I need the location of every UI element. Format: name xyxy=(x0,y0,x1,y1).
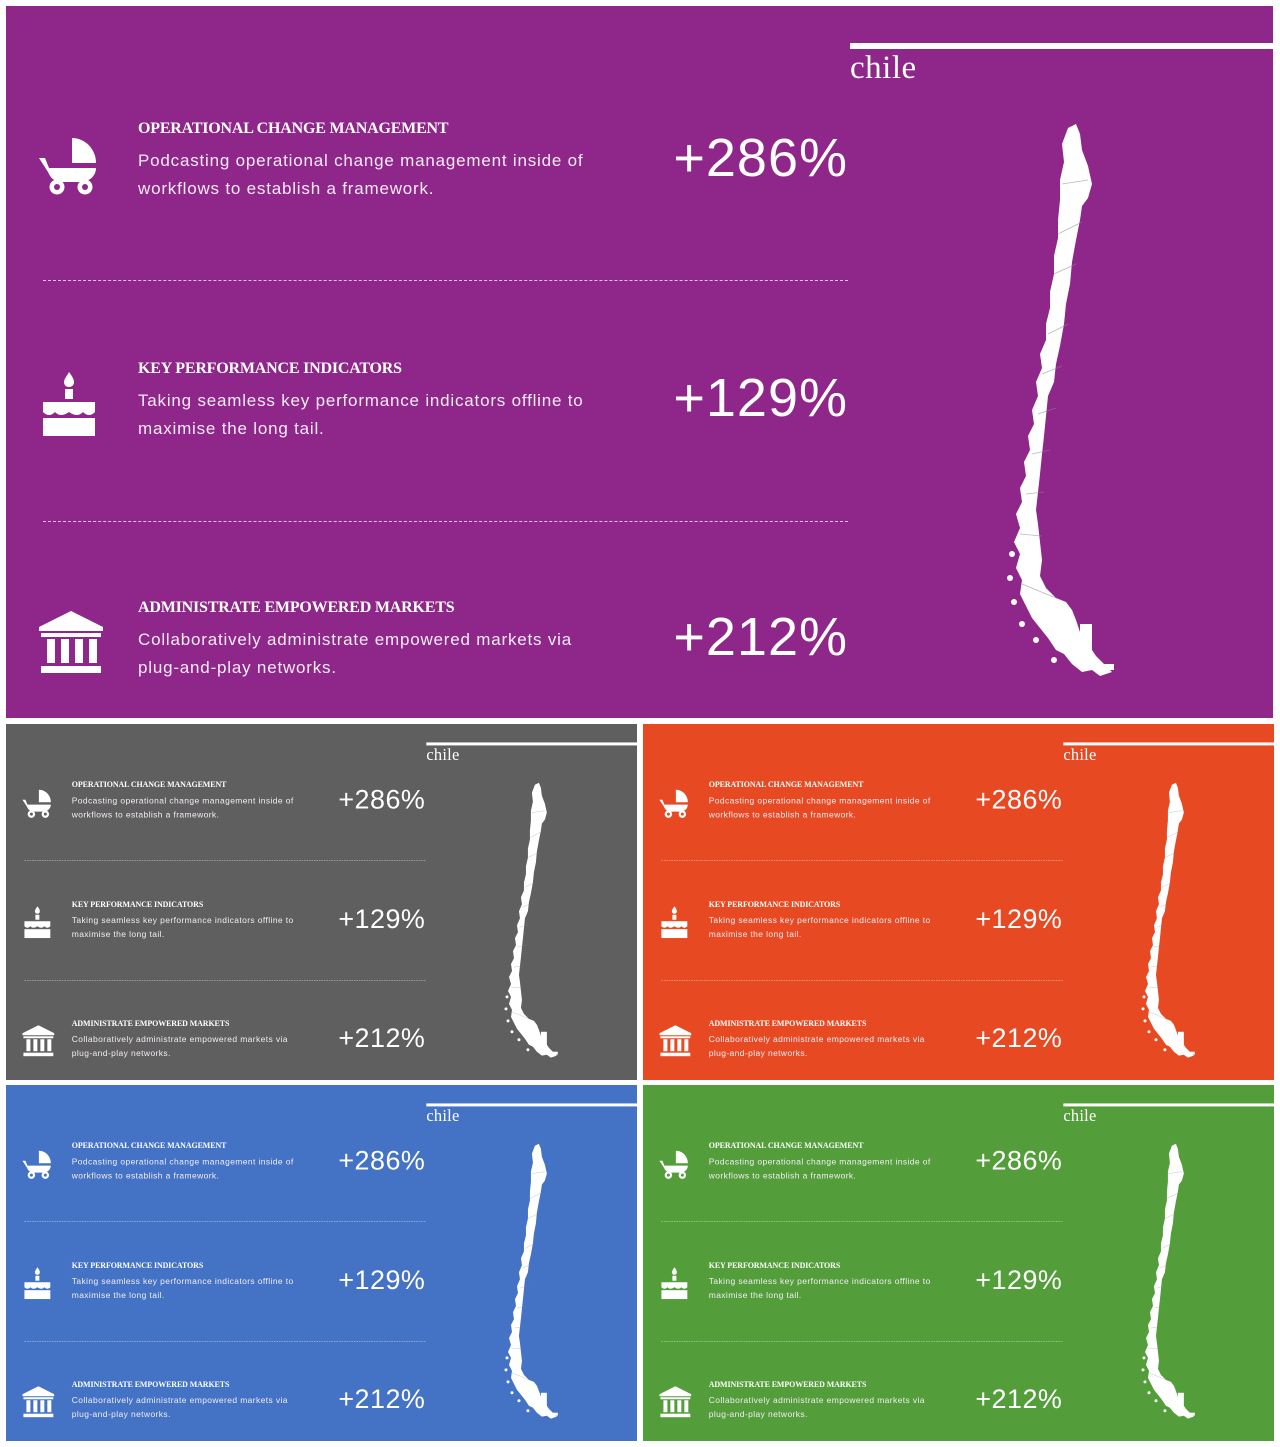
stat-row: KEY PERFORMANCE INDICATORS Taking seamle… xyxy=(6,1085,429,1300)
bank-icon xyxy=(39,611,103,675)
stroller-icon xyxy=(22,787,54,819)
country-title: chile xyxy=(426,745,460,764)
row-value: +129% xyxy=(338,1265,426,1296)
row-description: Podcasting operational change management… xyxy=(138,151,584,198)
row-description: Taking seamless key performance indicato… xyxy=(708,915,931,940)
row-title: KEY PERFORMANCE INDICATORS xyxy=(71,1261,204,1270)
stat-row: KEY PERFORMANCE INDICATORS Taking seamle… xyxy=(643,724,1066,939)
row-title: ADMINISTRATE EMPOWERED MARKETS xyxy=(71,1019,230,1028)
row-description: Taking seamless key performance indicato… xyxy=(71,915,294,940)
row-title: ADMINISTRATE EMPOWERED MARKETS xyxy=(138,599,455,616)
bank-icon xyxy=(22,1386,55,1418)
slide-orange: chile OPERATIONAL CHANGE MANAGEMENT Podc… xyxy=(643,724,1274,1080)
chile-map-icon xyxy=(499,782,564,1062)
row-description: Collaboratively administrate empowered m… xyxy=(708,1395,925,1420)
stat-row: KEY PERFORMANCE INDICATORS Taking seamle… xyxy=(6,6,856,438)
title-bar xyxy=(1063,742,1274,746)
cake-icon xyxy=(659,906,691,939)
row-title: KEY PERFORMANCE INDICATORS xyxy=(71,900,204,909)
slide-purple: chile OPERATIONAL CHANGE MANAGEMENT Podc… xyxy=(6,6,1273,718)
chile-map-icon xyxy=(996,124,1126,684)
row-description: Podcasting operational change management… xyxy=(71,796,294,820)
row-description: Collaboratively administrate empowered m… xyxy=(71,1395,288,1420)
stat-row: OPERATIONAL CHANGE MANAGEMENT Podcasting… xyxy=(643,724,1066,824)
slide-gray: chile OPERATIONAL CHANGE MANAGEMENT Podc… xyxy=(6,724,637,1080)
row-value: +286% xyxy=(975,784,1063,815)
row-description: Podcasting operational change management… xyxy=(708,1157,931,1181)
row-value: +212% xyxy=(338,1023,426,1054)
row-description: Podcasting operational change management… xyxy=(708,796,931,820)
stat-row: ADMINISTRATE EMPOWERED MARKETS Collabora… xyxy=(6,1085,429,1419)
row-value: +286% xyxy=(975,1145,1063,1176)
cake-icon xyxy=(39,372,103,436)
row-title: KEY PERFORMANCE INDICATORS xyxy=(708,1261,841,1270)
chile-map-icon xyxy=(499,1143,564,1423)
divider xyxy=(43,521,848,522)
row-title: KEY PERFORMANCE INDICATORS xyxy=(138,360,402,377)
row-title: ADMINISTRATE EMPOWERED MARKETS xyxy=(708,1380,867,1389)
row-title: ADMINISTRATE EMPOWERED MARKETS xyxy=(71,1380,230,1389)
country-title: chile xyxy=(850,50,917,86)
stroller-icon xyxy=(659,787,691,819)
stat-row: ADMINISTRATE EMPOWERED MARKETS Collabora… xyxy=(6,724,429,1058)
cake-icon xyxy=(659,1267,691,1300)
divider xyxy=(43,280,848,281)
row-title: OPERATIONAL CHANGE MANAGEMENT xyxy=(71,780,227,790)
title-bar xyxy=(850,43,1273,49)
row-description: Podcasting operational change management… xyxy=(71,1157,294,1181)
stroller-icon xyxy=(22,1148,54,1180)
slide-blue: chile OPERATIONAL CHANGE MANAGEMENT Podc… xyxy=(6,1085,637,1441)
title-bar xyxy=(426,1103,637,1107)
title-bar xyxy=(1063,1103,1274,1107)
stat-row: KEY PERFORMANCE INDICATORS Taking seamle… xyxy=(643,1085,1066,1300)
country-title: chile xyxy=(1063,745,1097,764)
row-value: +129% xyxy=(975,1265,1063,1296)
row-description: Taking seamless key performance indicato… xyxy=(708,1276,931,1301)
chile-map-icon xyxy=(1136,782,1201,1062)
title-bar xyxy=(426,742,637,746)
stat-row: KEY PERFORMANCE INDICATORS Taking seamle… xyxy=(6,724,429,939)
row-title: KEY PERFORMANCE INDICATORS xyxy=(708,900,841,909)
stat-row: OPERATIONAL CHANGE MANAGEMENT Podcasting… xyxy=(6,1085,429,1185)
stroller-icon xyxy=(659,1148,691,1180)
row-value: +286% xyxy=(673,128,848,188)
bank-icon xyxy=(659,1025,692,1057)
row-value: +212% xyxy=(338,1384,426,1415)
stat-row: OPERATIONAL CHANGE MANAGEMENT Podcasting… xyxy=(6,6,856,206)
bank-icon xyxy=(22,1025,55,1057)
row-description: Collaboratively administrate empowered m… xyxy=(71,1034,288,1059)
cake-icon xyxy=(22,906,54,939)
row-value: +129% xyxy=(673,368,848,428)
bank-icon xyxy=(659,1386,692,1418)
stat-row: OPERATIONAL CHANGE MANAGEMENT Podcasting… xyxy=(643,1085,1066,1185)
stat-row: OPERATIONAL CHANGE MANAGEMENT Podcasting… xyxy=(6,724,429,824)
row-value: +212% xyxy=(975,1023,1063,1054)
stat-row: ADMINISTRATE EMPOWERED MARKETS Collabora… xyxy=(643,724,1066,1058)
row-value: +212% xyxy=(673,607,848,667)
cake-icon xyxy=(22,1267,54,1300)
row-description: Collaboratively administrate empowered m… xyxy=(708,1034,925,1059)
row-value: +129% xyxy=(975,904,1063,935)
country-title: chile xyxy=(1063,1106,1097,1125)
row-description: Taking seamless key performance indicato… xyxy=(138,391,584,438)
row-value: +212% xyxy=(975,1384,1063,1415)
stroller-icon xyxy=(39,132,103,196)
stat-row: ADMINISTRATE EMPOWERED MARKETS Collabora… xyxy=(643,1085,1066,1419)
chile-map-icon xyxy=(1136,1143,1201,1423)
row-value: +286% xyxy=(338,1145,426,1176)
country-title: chile xyxy=(426,1106,460,1125)
row-description: Taking seamless key performance indicato… xyxy=(71,1276,294,1301)
slide-green: chile OPERATIONAL CHANGE MANAGEMENT Podc… xyxy=(643,1085,1274,1441)
row-value: +129% xyxy=(338,904,426,935)
row-title: OPERATIONAL CHANGE MANAGEMENT xyxy=(71,1141,227,1151)
row-title: OPERATIONAL CHANGE MANAGEMENT xyxy=(138,120,449,137)
stat-row: ADMINISTRATE EMPOWERED MARKETS Collabora… xyxy=(6,6,856,677)
row-title: OPERATIONAL CHANGE MANAGEMENT xyxy=(708,780,864,790)
row-title: OPERATIONAL CHANGE MANAGEMENT xyxy=(708,1141,864,1151)
row-description: Collaboratively administrate empowered m… xyxy=(138,630,572,677)
row-value: +286% xyxy=(338,784,426,815)
row-title: ADMINISTRATE EMPOWERED MARKETS xyxy=(708,1019,867,1028)
